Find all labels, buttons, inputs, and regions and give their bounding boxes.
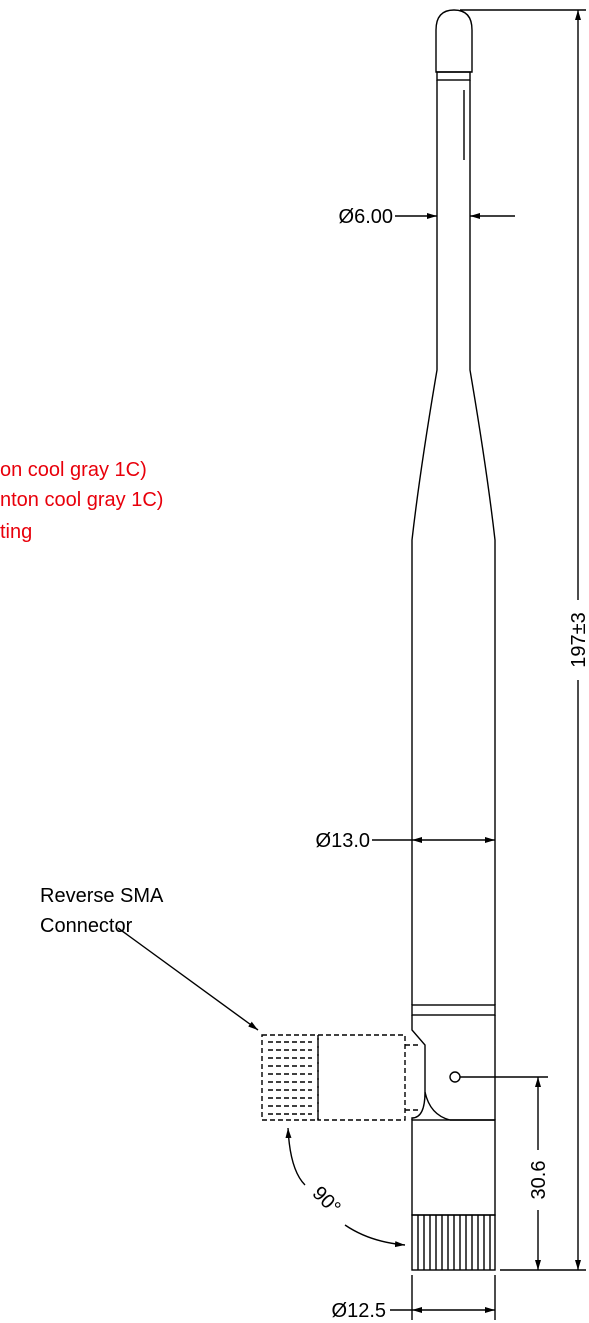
note: ting: [0, 521, 32, 543]
antenna: [411, 9, 496, 1271]
rotation-angle: 90°: [308, 1182, 345, 1219]
base-diameter: Ø12.5: [332, 1300, 386, 1322]
note: nton cool gray 1C): [0, 489, 163, 511]
note: on cool gray 1C): [0, 459, 147, 481]
body-diameter: Ø13.0: [316, 830, 370, 852]
connector-height: 30.6: [528, 1161, 550, 1200]
tip-diameter: Ø6.00: [339, 206, 393, 228]
callout-line: Connector: [40, 915, 133, 937]
dimension-lines: [117, 9, 586, 1320]
rotated-connector: [261, 1034, 418, 1121]
callout-line: Reverse SMA: [40, 885, 164, 907]
total-length: 197±3: [568, 612, 589, 667]
